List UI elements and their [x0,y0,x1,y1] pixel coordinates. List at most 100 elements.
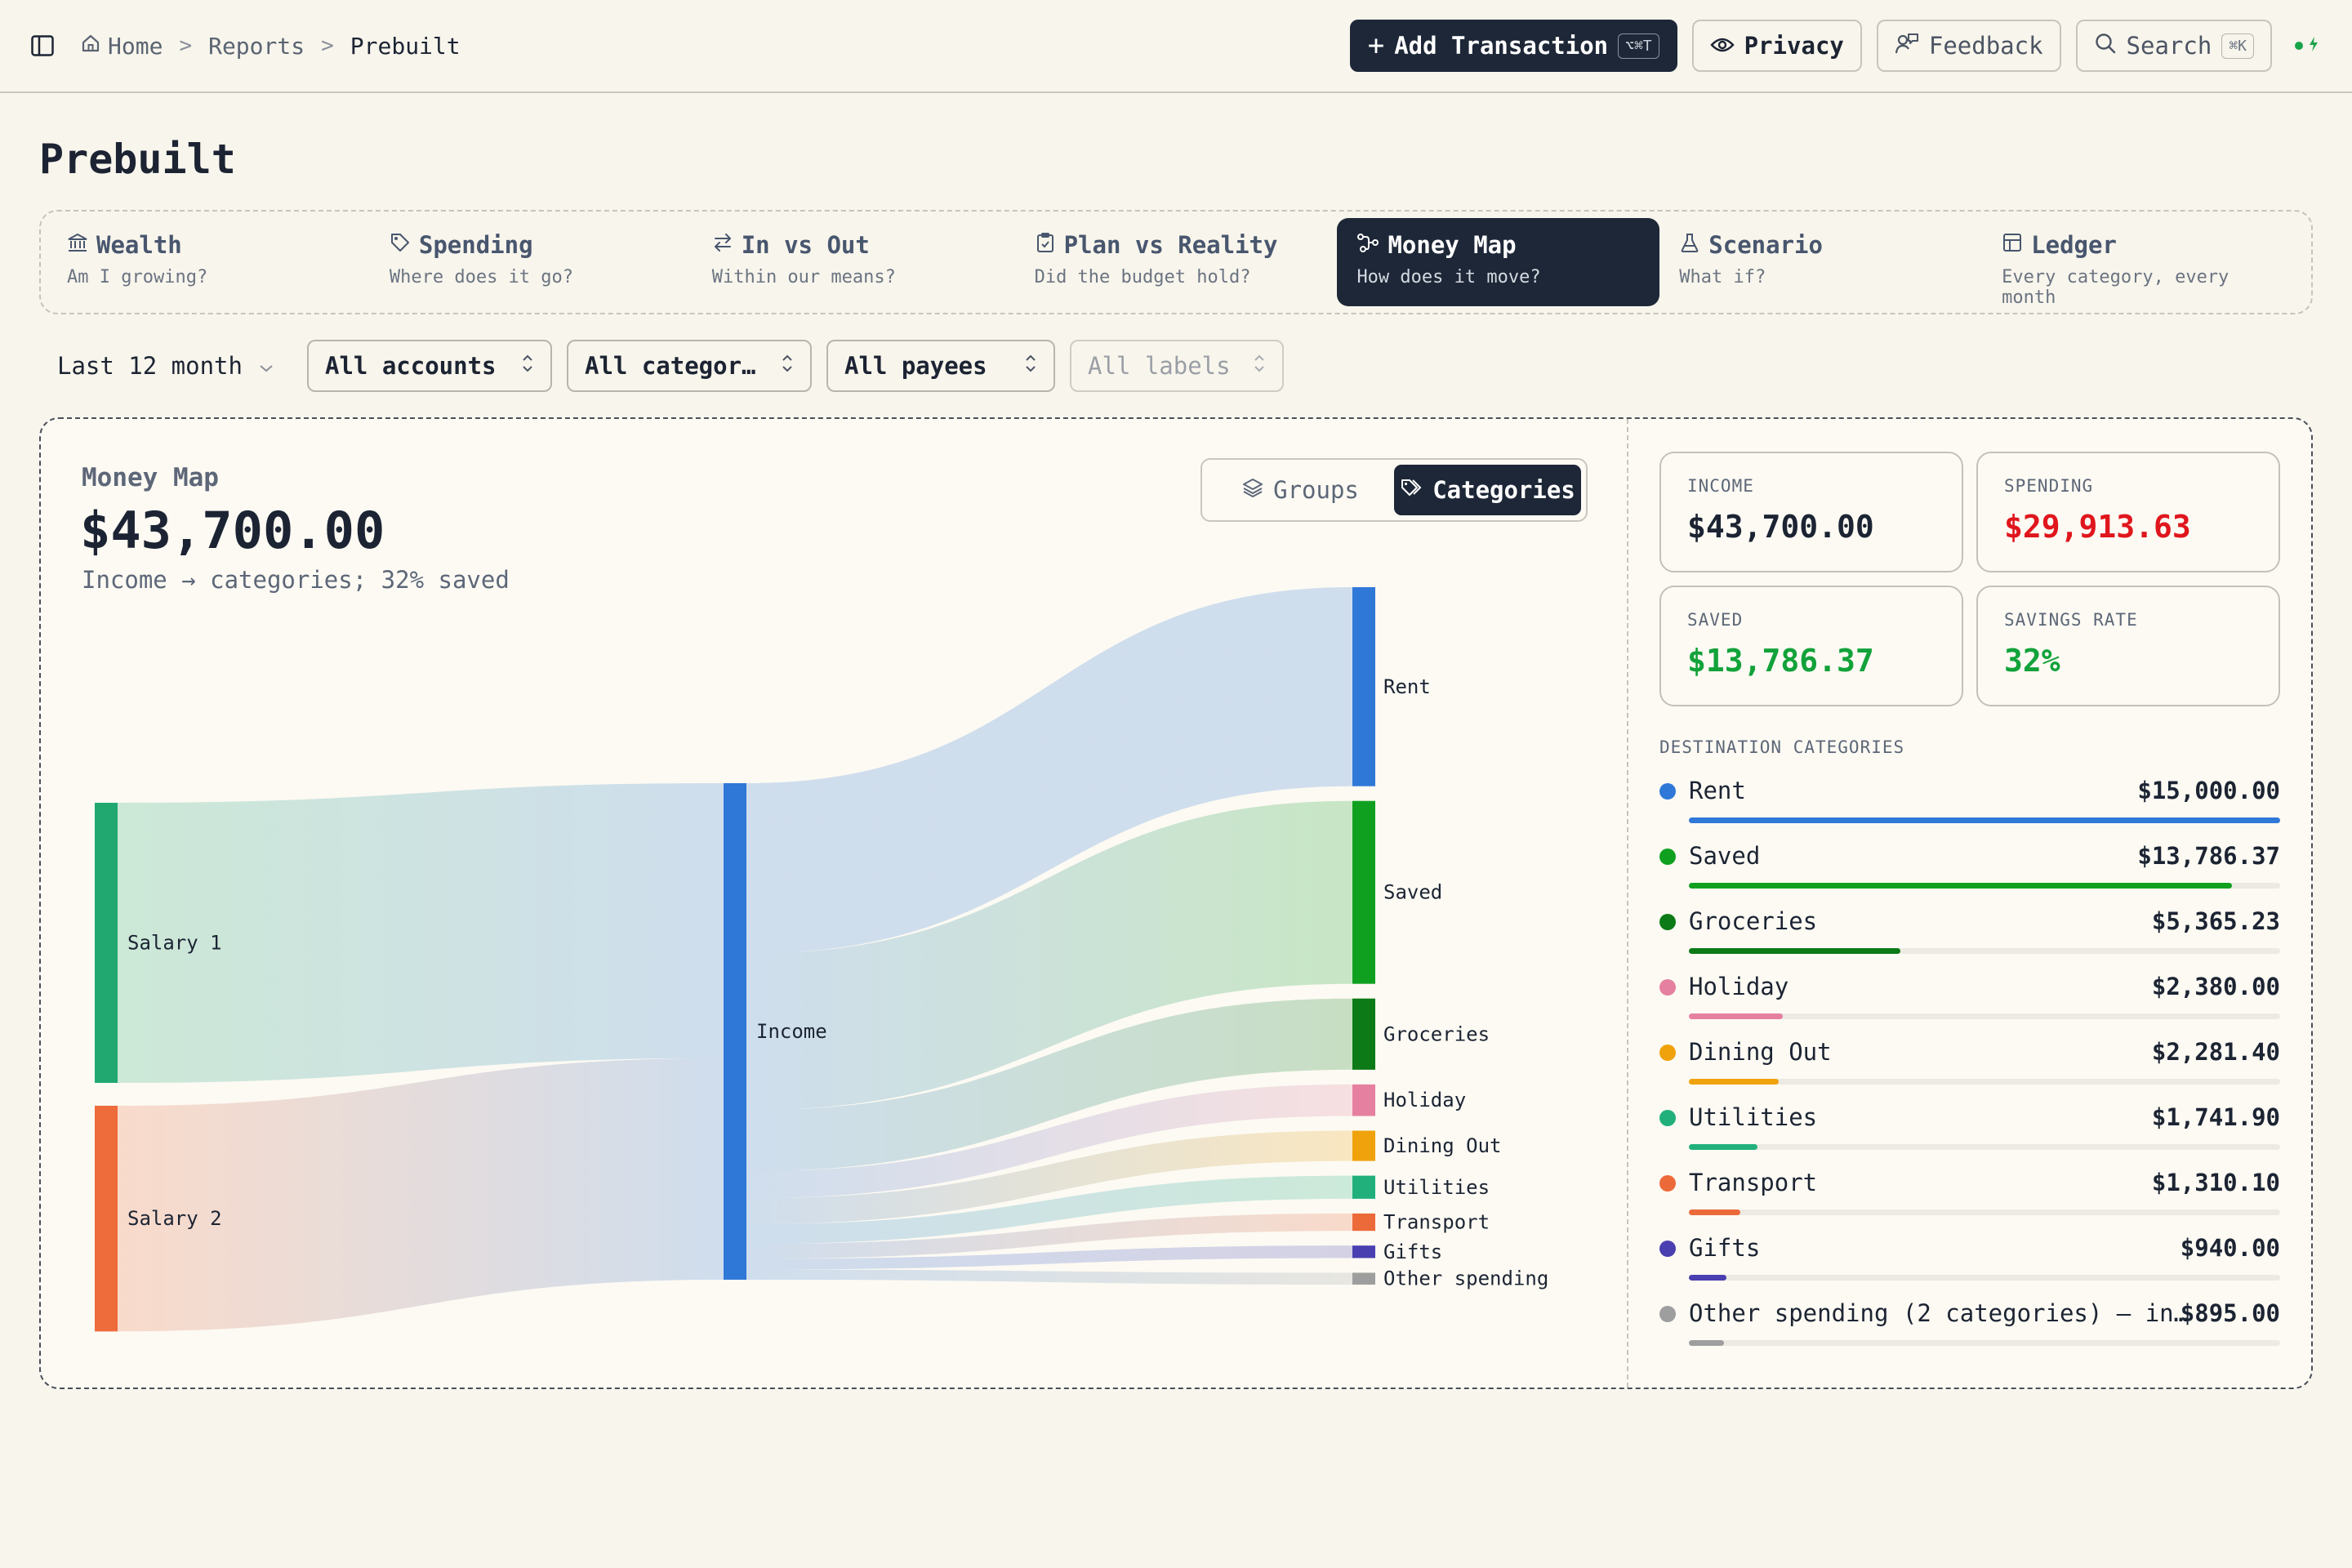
chevron-updown-icon [1024,352,1037,381]
period-select[interactable]: Last 12 month [39,340,292,392]
search-button[interactable]: Search ⌘K [2075,20,2272,72]
categories-toggle[interactable]: Categories [1394,465,1581,515]
tab-ledger[interactable]: Ledger Every category, every month [1982,218,2305,308]
add-transaction-button[interactable]: + Add Transaction ⌥⌘T [1349,20,1677,72]
destination-bar [1689,1013,1784,1019]
destination-row: Groceries $5,365.23 [1659,907,2280,973]
flow-transport [746,1213,1352,1259]
tab-subtitle: Every category, every month [2002,267,2230,308]
accounts-value: All accounts [325,352,497,380]
add-transaction-label: Add Transaction [1394,32,1609,60]
tab-label: Scenario [1708,231,1823,259]
color-dot-icon [1659,914,1676,930]
tab-label: In vs Out [741,231,870,259]
destination-bar [1689,1209,1740,1215]
destination-row: Saved $13,786.37 [1659,842,2280,907]
income-card: INCOME $43,700.00 [1659,452,1963,572]
color-dot-icon [1659,1175,1676,1192]
color-dot-icon [1659,849,1676,865]
feedback-label: Feedback [1928,32,2043,60]
flow-dining-out [746,1130,1352,1225]
plus-icon: + [1367,29,1385,62]
filter-bar: Last 12 month All accounts All categor… … [39,340,1284,392]
chevron-down-icon [258,352,274,380]
table-icon [2002,231,2023,259]
breadcrumb-current: Prebuilt [350,32,461,60]
target-node [1352,1084,1375,1116]
flow-salary-2 [118,1058,724,1332]
privacy-label: Privacy [1744,32,1844,60]
destination-row: Gifts $940.00 [1659,1234,2280,1299]
accounts-select[interactable]: All accounts [307,340,552,392]
target-node [1352,998,1375,1070]
tab-subtitle: Where does it go? [389,267,574,287]
tab-money-map[interactable]: Money Map How does it move? [1337,218,1660,306]
destination-amount: $1,310.10 [2151,1169,2280,1196]
money-map-panel: Money Map $43,700.00 Income → categories… [39,417,2313,1389]
hub-node [724,783,746,1280]
labels-select[interactable]: All labels [1070,340,1284,392]
tab-wealth[interactable]: Wealth Am I growing? [47,218,370,306]
arrows-icon [712,231,733,259]
card-label: INCOME [1687,476,1754,496]
shortcut-badge: ⌥⌘T [1618,33,1659,59]
payees-select[interactable]: All payees [826,340,1055,392]
destination-bar-track [1689,817,2280,823]
categories-select[interactable]: All categor… [567,340,812,392]
destination-amount: $2,380.00 [2151,973,2280,1000]
flow-other-spending [746,1269,1352,1285]
privacy-button[interactable]: Privacy [1691,20,1862,72]
flow-icon [1356,231,1379,259]
chevron-updown-icon [781,352,794,381]
savings-rate-card: SAVINGS RATE 32% [1976,586,2280,706]
destination-bar-track [1689,1144,2280,1150]
flow-saved [746,800,1352,1111]
destination-bar [1689,1144,1757,1150]
sankey-diagram: Salary 1 Salary 2 Income Rent Saved Groceries… [95,587,1548,1332]
panel-divider [1627,419,1628,1388]
shortcut-badge: ⌘K [2221,33,2254,59]
tab-label: Money Map [1388,231,1517,259]
target-node [1352,1245,1375,1258]
tab-in-vs-out[interactable]: In vs Out Within our means? [693,218,1015,306]
destination-name: Dining Out [1689,1038,1832,1066]
chevron-updown-icon [521,352,534,381]
destination-list: Rent $15,000.00 Saved $13,786.37 Groceries $5… [1659,777,2280,1365]
groups-toggle[interactable]: Groups [1207,465,1394,515]
search-icon [2094,32,2117,60]
page-title: Prebuilt [39,136,236,183]
tab-plan-vs-reality[interactable]: Plan vs Reality Did the budget hold? [1015,218,1338,306]
target-label: Gifts [1383,1241,1442,1263]
flow-holiday [746,1084,1352,1199]
breadcrumb-home[interactable]: Home [80,33,163,60]
breadcrumb-reports[interactable]: Reports [208,32,305,60]
tab-scenario[interactable]: Scenario What if? [1659,218,1982,306]
destination-amount: $13,786.37 [2137,842,2280,870]
destination-bar-track [1689,948,2280,954]
chevron-right-icon: > [321,33,334,58]
tab-spending[interactable]: Spending Where does it go? [370,218,693,306]
target-label: Rent [1383,675,1431,698]
source-node [95,1105,118,1332]
feedback-button[interactable]: Feedback [1876,20,2061,72]
labels-value: All labels [1088,352,1231,380]
target-label: Groceries [1383,1022,1490,1045]
target-label: Transport [1383,1211,1490,1234]
view-toggle: Groups Categories [1200,458,1588,522]
tab-subtitle: Am I growing? [67,267,208,287]
target-node [1352,1272,1375,1285]
destination-name: Saved [1689,842,1761,870]
target-node [1352,1130,1375,1161]
destination-row: Dining Out $2,281.40 [1659,1038,2280,1103]
online-dot-icon [2295,42,2303,50]
color-dot-icon [1659,1306,1676,1322]
tab-label: Plan vs Reality [1063,231,1278,259]
destination-bar [1689,948,1901,954]
destination-amount: $2,281.40 [2151,1038,2280,1066]
sidebar-toggle-icon[interactable] [31,33,56,58]
chevron-right-icon: > [179,33,193,58]
tab-label: Wealth [96,231,182,259]
target-label: Dining Out [1383,1134,1502,1157]
status-indicator [2295,36,2319,56]
destination-bar [1689,817,2280,823]
